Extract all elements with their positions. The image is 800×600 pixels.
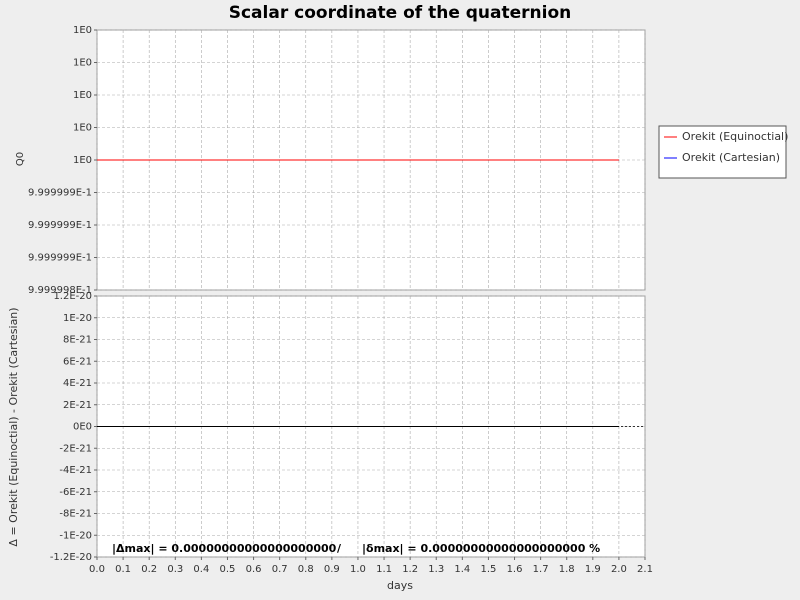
x-tick-label: 0.2	[141, 564, 157, 575]
legend	[658, 125, 787, 179]
x-tick-label: 1.8	[559, 564, 575, 575]
x-tick-label: 0.7	[272, 564, 288, 575]
x-axis-label: days	[387, 579, 413, 592]
y-tick-label: -1.2E-20	[50, 552, 92, 563]
chart-title: Scalar coordinate of the quaternion	[229, 3, 572, 23]
y-tick-label: 1E0	[73, 90, 92, 101]
x-tick-label: 2.0	[611, 564, 627, 575]
x-tick-label: 1.9	[585, 564, 601, 575]
y-tick-label: 1E0	[73, 25, 92, 36]
x-tick-label: 1.1	[376, 564, 392, 575]
x-tick-label: 0.3	[167, 564, 183, 575]
annotation: /	[337, 542, 342, 555]
annotation: |Δmax| = 0.00000000000000000000	[112, 542, 337, 555]
y-tick-label: 1E0	[73, 155, 92, 166]
legend-label: Orekit (Cartesian)	[682, 151, 780, 164]
x-tick-label: 2.1	[637, 564, 653, 575]
y-tick-label: 1E-20	[63, 313, 92, 324]
x-tick-label: 1.6	[507, 564, 523, 575]
x-tick-label: 1.5	[480, 564, 496, 575]
y-tick-label: 8E-21	[63, 335, 92, 346]
y-tick-label: -4E-21	[59, 465, 92, 476]
x-tick-label: 0.6	[246, 564, 262, 575]
annotation: |δmax| = 0.00000000000000000000 %	[362, 542, 600, 555]
x-tick-label: 1.7	[533, 564, 549, 575]
y-tick-label: 9.999999E-1	[28, 220, 92, 231]
y-tick-label: -2E-21	[59, 443, 92, 454]
y-tick-label: -1E-20	[59, 530, 92, 541]
y-axis-label: Q0	[15, 152, 26, 166]
x-tick-label: 0.4	[193, 564, 209, 575]
x-tick-label: 1.3	[428, 564, 444, 575]
y-tick-label: 1E0	[73, 123, 92, 134]
y-tick-label: 0E0	[73, 422, 92, 433]
y-tick-label: 1.2E-20	[53, 291, 92, 302]
y-tick-label: 9.999999E-1	[28, 253, 92, 264]
y-tick-label: -6E-21	[59, 487, 92, 498]
x-tick-label: 0.8	[298, 564, 314, 575]
x-tick-label: 1.4	[454, 564, 470, 575]
legend-label: Orekit (Equinoctial)	[682, 130, 788, 143]
y-axis-label: Δ = Orekit (Equinoctial) - Orekit (Carte…	[7, 307, 20, 546]
y-tick-label: 9.999999E-1	[28, 188, 92, 199]
x-tick-label: 0.5	[220, 564, 236, 575]
x-tick-label: 1.2	[402, 564, 418, 575]
x-tick-label: 0.9	[324, 564, 340, 575]
y-tick-label: 4E-21	[63, 378, 92, 389]
y-tick-label: 9.999998E-1	[28, 285, 92, 296]
x-tick-label: 0.1	[115, 564, 131, 575]
x-tick-label: 1.0	[350, 564, 366, 575]
y-tick-label: 6E-21	[63, 356, 92, 367]
x-tick-label: 0.0	[89, 564, 105, 575]
y-tick-label: -8E-21	[59, 509, 92, 520]
y-tick-label: 1E0	[73, 58, 92, 69]
y-tick-label: 2E-21	[63, 400, 92, 411]
